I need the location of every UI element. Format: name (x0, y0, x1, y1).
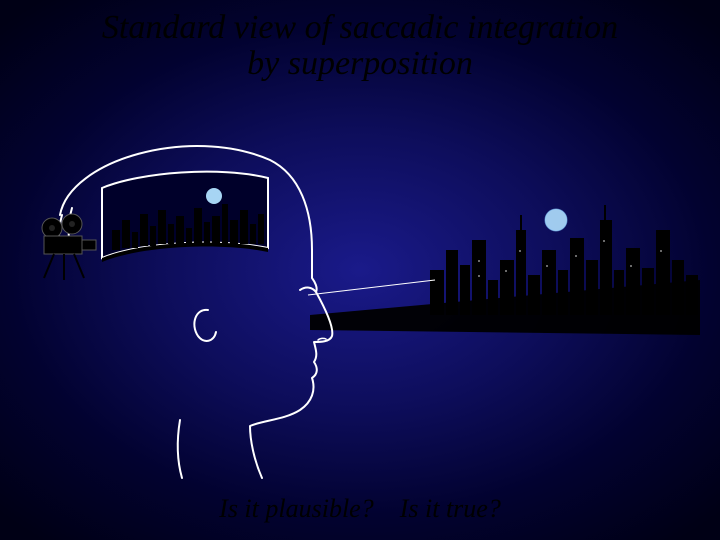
diagram (0, 120, 720, 480)
gaze-line (308, 280, 435, 295)
internal-screen (102, 172, 268, 262)
camera-icon (42, 214, 96, 280)
slide-subtitle: Is it plausible? Is it true? (0, 494, 720, 524)
title-line1: Standard view of saccadic integration (0, 10, 720, 46)
slide-title: Standard view of saccadic integration by… (0, 10, 720, 81)
question-plausible: Is it plausible? (219, 494, 374, 523)
question-true: Is it true? (400, 494, 501, 523)
title-line2: by superposition (0, 46, 720, 82)
external-scene (310, 205, 700, 335)
